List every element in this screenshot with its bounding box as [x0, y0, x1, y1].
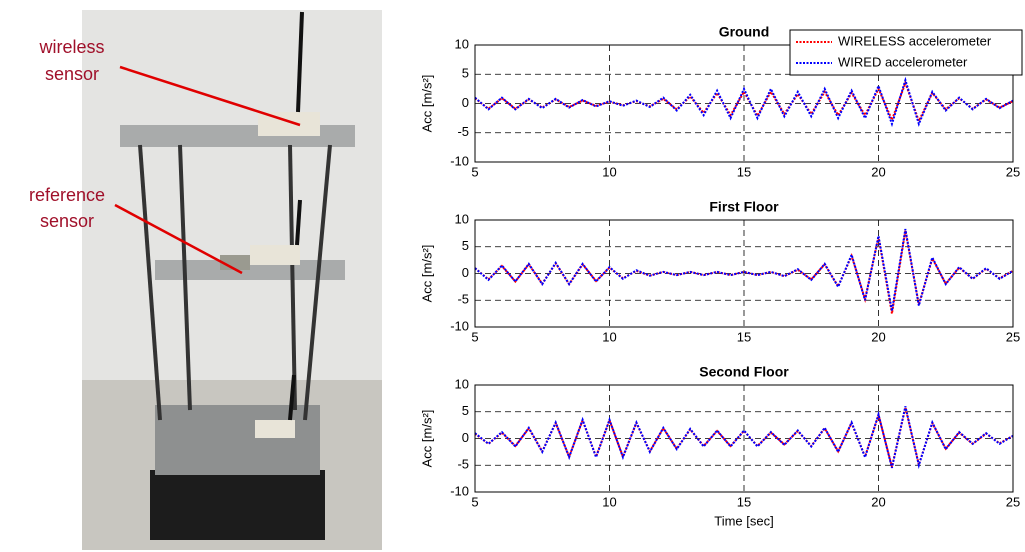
annotation: sensor	[45, 64, 99, 84]
y-tick-label: 5	[462, 238, 469, 253]
wireless-unit	[250, 245, 300, 265]
antenna	[288, 374, 296, 421]
y-tick-label: -5	[457, 457, 469, 472]
series-line	[474, 406, 1014, 470]
legend-label: WIRELESS accelerometer	[838, 33, 992, 48]
y-tick-label: -5	[457, 124, 469, 139]
y-tick-label: 0	[462, 265, 469, 280]
plot-frame	[474, 219, 1014, 328]
y-tick-label: 5	[462, 66, 469, 81]
x-tick-label: 20	[871, 329, 885, 344]
x-tick-label: 20	[871, 494, 885, 509]
y-axis-label: Acc [m/s²]	[419, 75, 434, 133]
x-tick-label: 5	[471, 329, 478, 344]
pointer	[119, 65, 301, 127]
series-line	[474, 76, 1014, 128]
x-tick-label: 15	[737, 329, 751, 344]
y-tick-label: 0	[462, 95, 469, 110]
x-tick-label: 10	[602, 164, 616, 179]
rods	[138, 144, 332, 421]
x-tick-label: 25	[1006, 494, 1020, 509]
y-tick-label: 10	[455, 36, 469, 51]
x-tick-label: 5	[471, 164, 478, 179]
y-tick-label: 5	[462, 403, 469, 418]
series-line	[474, 228, 1014, 312]
y-axis-label: Acc [m/s²]	[419, 410, 434, 468]
rod	[138, 144, 162, 421]
x-tick-label: 25	[1006, 329, 1020, 344]
pointer	[114, 203, 243, 275]
plot-frame	[474, 384, 1014, 493]
chart-title: Ground	[719, 24, 770, 40]
plot-frame	[474, 44, 1014, 163]
y-axis-label: Acc [m/s²]	[419, 245, 434, 303]
x-tick-label: 15	[737, 494, 751, 509]
legend-box	[789, 29, 1023, 76]
annotation: sensor	[40, 211, 94, 231]
y-tick-label: -10	[450, 318, 469, 333]
antenna	[296, 11, 304, 113]
x-tick-label: 10	[602, 329, 616, 344]
x-axis-label: Time [sec]	[714, 513, 773, 528]
x-tick-label: 5	[471, 494, 478, 509]
y-tick-label: 0	[462, 430, 469, 445]
y-tick-label: 10	[455, 211, 469, 226]
antenna	[295, 199, 302, 246]
chart-title: Second Floor	[699, 364, 789, 380]
x-tick-label: 25	[1006, 164, 1020, 179]
rod	[178, 144, 192, 411]
rod	[288, 144, 297, 411]
x-tick-label: 15	[737, 164, 751, 179]
y-tick-label: 10	[455, 376, 469, 391]
photo: wireless sensor reference sensor	[29, 10, 382, 550]
annotation: wireless	[38, 37, 104, 57]
base-plate	[155, 405, 320, 475]
annotation: reference	[29, 185, 105, 205]
wireless-unit	[255, 420, 295, 438]
shake-table	[150, 470, 325, 540]
x-tick-label: 10	[602, 494, 616, 509]
x-tick-label: 20	[871, 164, 885, 179]
legend-label: WIRED accelerometer	[838, 54, 968, 69]
chart-title: First Floor	[709, 199, 779, 215]
y-tick-label: -10	[450, 483, 469, 498]
y-tick-label: -5	[457, 292, 469, 307]
y-tick-label: -10	[450, 153, 469, 168]
rod	[303, 144, 332, 421]
